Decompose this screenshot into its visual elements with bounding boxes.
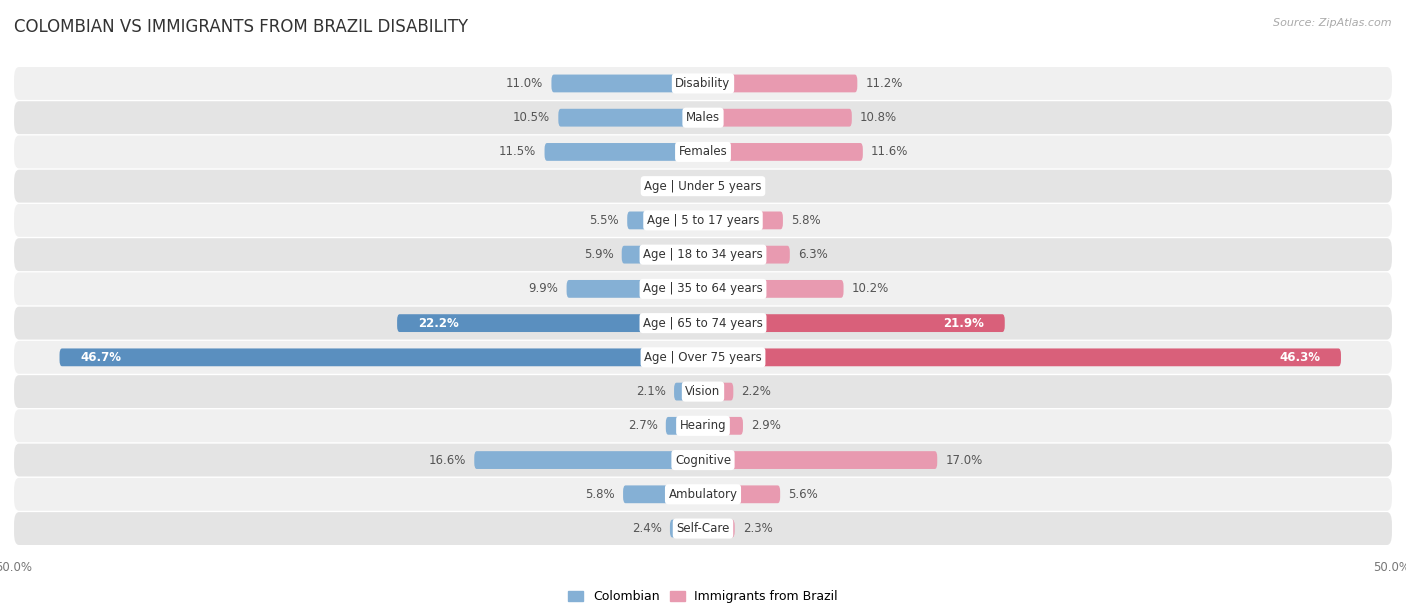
Text: Cognitive: Cognitive [675, 453, 731, 466]
FancyBboxPatch shape [703, 348, 1341, 366]
Text: Age | 65 to 74 years: Age | 65 to 74 years [643, 316, 763, 330]
FancyBboxPatch shape [703, 143, 863, 161]
Text: 11.2%: 11.2% [866, 77, 903, 90]
FancyBboxPatch shape [703, 212, 783, 230]
FancyBboxPatch shape [703, 246, 790, 264]
FancyBboxPatch shape [703, 520, 735, 537]
Text: COLOMBIAN VS IMMIGRANTS FROM BRAZIL DISABILITY: COLOMBIAN VS IMMIGRANTS FROM BRAZIL DISA… [14, 18, 468, 36]
Text: 10.8%: 10.8% [860, 111, 897, 124]
FancyBboxPatch shape [59, 348, 703, 366]
Text: 5.6%: 5.6% [789, 488, 818, 501]
Text: 5.8%: 5.8% [792, 214, 821, 227]
FancyBboxPatch shape [14, 341, 1392, 374]
FancyBboxPatch shape [14, 307, 1392, 340]
Text: 6.3%: 6.3% [799, 248, 828, 261]
FancyBboxPatch shape [567, 280, 703, 298]
Text: 2.2%: 2.2% [741, 385, 772, 398]
Text: 10.2%: 10.2% [852, 282, 889, 296]
FancyBboxPatch shape [551, 75, 703, 92]
FancyBboxPatch shape [703, 485, 780, 503]
FancyBboxPatch shape [396, 314, 703, 332]
FancyBboxPatch shape [621, 246, 703, 264]
FancyBboxPatch shape [669, 520, 703, 537]
Text: Ambulatory: Ambulatory [668, 488, 738, 501]
FancyBboxPatch shape [703, 280, 844, 298]
Text: 10.5%: 10.5% [513, 111, 550, 124]
FancyBboxPatch shape [14, 444, 1392, 477]
FancyBboxPatch shape [544, 143, 703, 161]
Text: Females: Females [679, 146, 727, 159]
FancyBboxPatch shape [14, 375, 1392, 408]
FancyBboxPatch shape [14, 135, 1392, 168]
Text: Age | 5 to 17 years: Age | 5 to 17 years [647, 214, 759, 227]
FancyBboxPatch shape [14, 409, 1392, 442]
Text: Disability: Disability [675, 77, 731, 90]
FancyBboxPatch shape [703, 451, 938, 469]
Text: 2.7%: 2.7% [627, 419, 658, 432]
FancyBboxPatch shape [673, 382, 703, 400]
FancyBboxPatch shape [703, 314, 1005, 332]
Text: 9.9%: 9.9% [529, 282, 558, 296]
FancyBboxPatch shape [14, 238, 1392, 271]
Legend: Colombian, Immigrants from Brazil: Colombian, Immigrants from Brazil [562, 585, 844, 608]
Text: 1.4%: 1.4% [731, 180, 761, 193]
FancyBboxPatch shape [14, 512, 1392, 545]
Text: 46.7%: 46.7% [80, 351, 121, 364]
Text: 21.9%: 21.9% [943, 316, 984, 330]
Text: 1.2%: 1.2% [648, 180, 678, 193]
FancyBboxPatch shape [14, 204, 1392, 237]
Text: 2.1%: 2.1% [636, 385, 666, 398]
Text: 22.2%: 22.2% [418, 316, 458, 330]
Text: Hearing: Hearing [679, 419, 727, 432]
FancyBboxPatch shape [14, 478, 1392, 511]
Text: Age | 18 to 34 years: Age | 18 to 34 years [643, 248, 763, 261]
FancyBboxPatch shape [703, 75, 858, 92]
Text: 11.0%: 11.0% [506, 77, 543, 90]
Text: 2.4%: 2.4% [631, 522, 662, 535]
FancyBboxPatch shape [14, 101, 1392, 134]
FancyBboxPatch shape [666, 417, 703, 435]
FancyBboxPatch shape [14, 272, 1392, 305]
FancyBboxPatch shape [627, 212, 703, 230]
Text: 11.5%: 11.5% [499, 146, 536, 159]
FancyBboxPatch shape [703, 417, 742, 435]
Text: Self-Care: Self-Care [676, 522, 730, 535]
FancyBboxPatch shape [14, 170, 1392, 203]
Text: Age | 35 to 64 years: Age | 35 to 64 years [643, 282, 763, 296]
FancyBboxPatch shape [703, 177, 723, 195]
Text: 5.5%: 5.5% [589, 214, 619, 227]
FancyBboxPatch shape [686, 177, 703, 195]
Text: 11.6%: 11.6% [872, 146, 908, 159]
Text: Males: Males [686, 111, 720, 124]
Text: 46.3%: 46.3% [1279, 351, 1320, 364]
FancyBboxPatch shape [474, 451, 703, 469]
FancyBboxPatch shape [703, 109, 852, 127]
FancyBboxPatch shape [14, 67, 1392, 100]
Text: 5.8%: 5.8% [585, 488, 614, 501]
Text: Age | Over 75 years: Age | Over 75 years [644, 351, 762, 364]
Text: Age | Under 5 years: Age | Under 5 years [644, 180, 762, 193]
Text: 2.9%: 2.9% [751, 419, 782, 432]
Text: 2.3%: 2.3% [742, 522, 773, 535]
FancyBboxPatch shape [558, 109, 703, 127]
FancyBboxPatch shape [703, 382, 734, 400]
Text: 16.6%: 16.6% [429, 453, 465, 466]
Text: 5.9%: 5.9% [583, 248, 613, 261]
FancyBboxPatch shape [623, 485, 703, 503]
Text: Vision: Vision [685, 385, 721, 398]
Text: Source: ZipAtlas.com: Source: ZipAtlas.com [1274, 18, 1392, 28]
Text: 17.0%: 17.0% [945, 453, 983, 466]
